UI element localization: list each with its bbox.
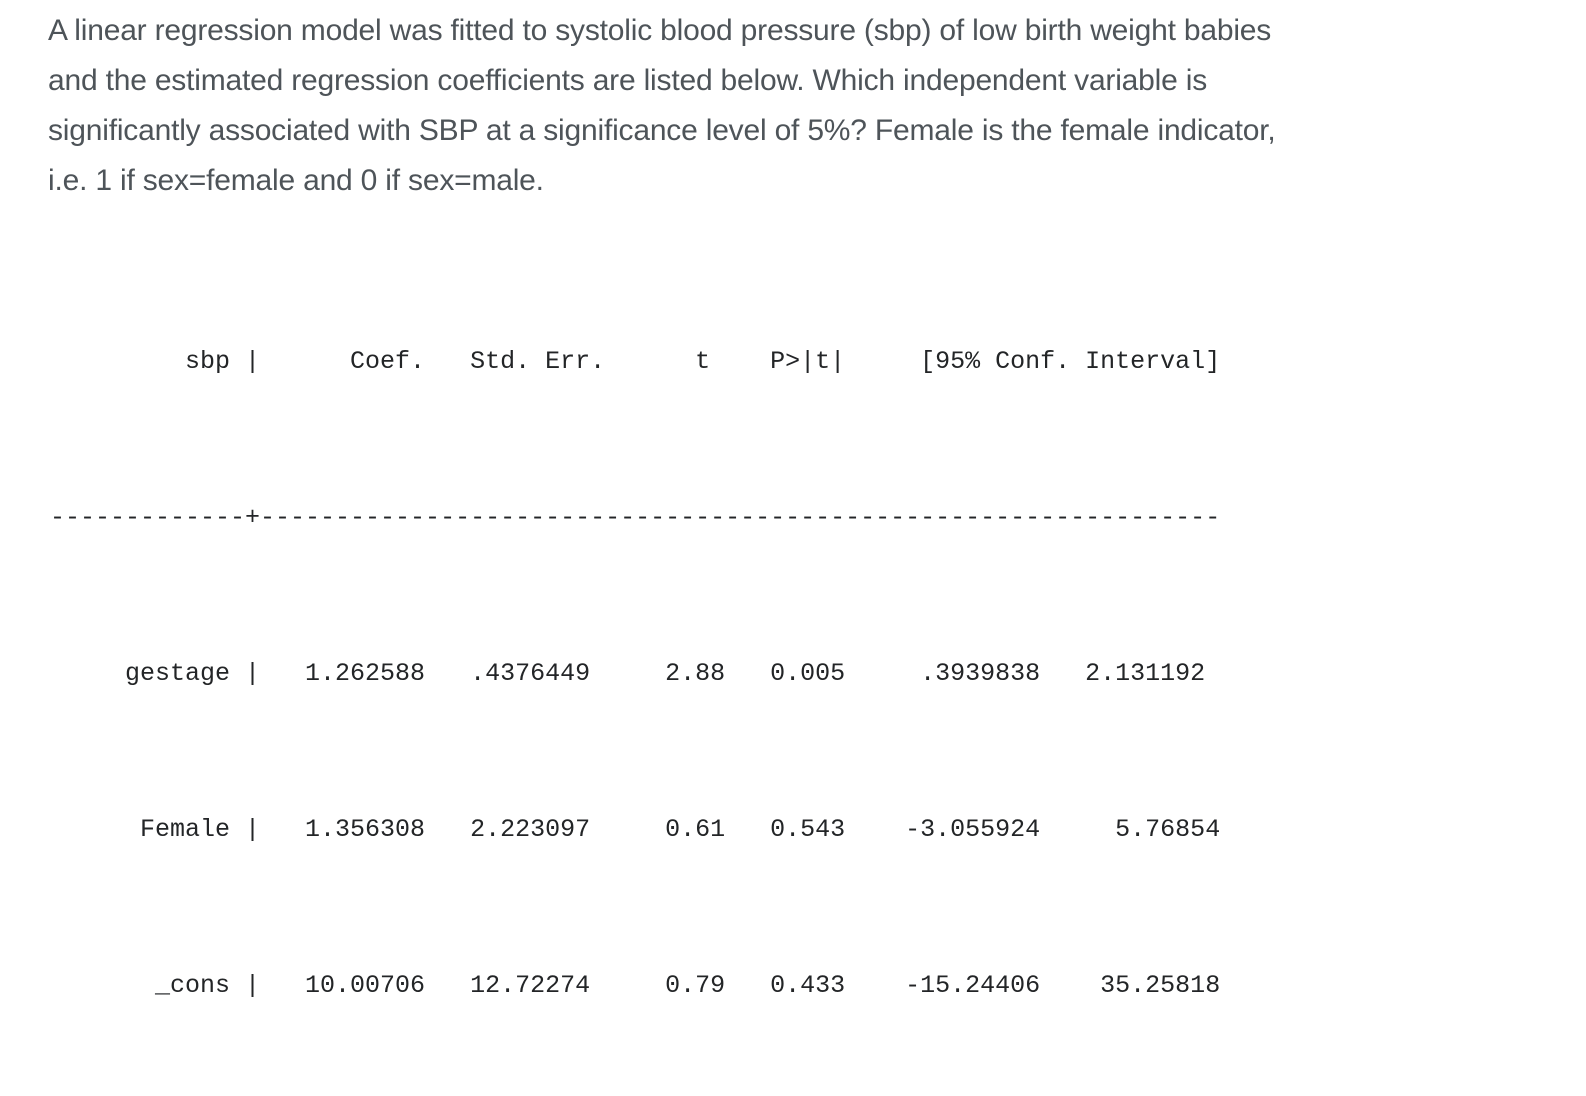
question-line-3: significantly associated with SBP at a s… (48, 114, 1276, 147)
question-line-1: A linear regression model was fitted to … (48, 14, 1272, 47)
regression-output-table: sbp | Coef. Std. Err. t P>|t| [95% Conf.… (50, 232, 1586, 1096)
table-row-gestage: gestage | 1.262588 .4376449 2.88 0.005 .… (50, 659, 1206, 688)
question-text: A linear regression model was fitted to … (0, 0, 1586, 206)
table-header-row: sbp | Coef. Std. Err. t P>|t| [95% Conf.… (50, 347, 1221, 376)
question-line-2: and the estimated regression coefficient… (48, 64, 1207, 97)
quiz-question-page: A linear regression model was fitted to … (0, 0, 1586, 1000)
question-line-4: i.e. 1 if sex=female and 0 if sex=male. (48, 164, 544, 197)
table-separator-top: -------------+--------------------------… (50, 503, 1221, 532)
table-row-cons: _cons | 10.00706 12.72274 0.79 0.433 -15… (50, 971, 1221, 1000)
table-row-female: Female | 1.356308 2.223097 0.61 0.543 -3… (50, 815, 1221, 844)
